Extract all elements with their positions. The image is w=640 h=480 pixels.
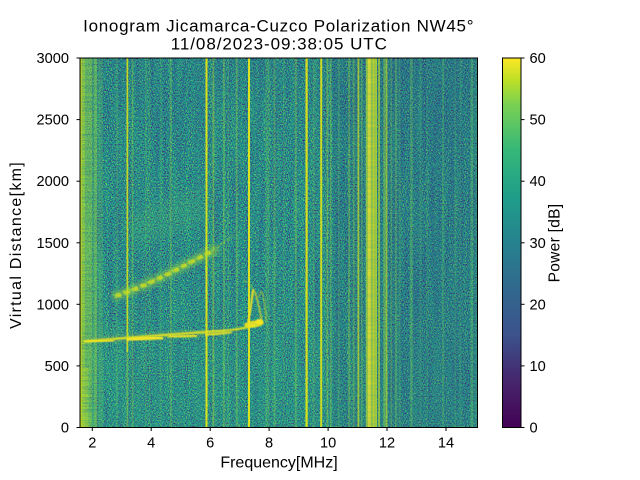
svg-text:40: 40 [530,174,546,190]
svg-text:Power [dB]: Power [dB] [547,204,564,283]
svg-text:0: 0 [61,421,69,437]
svg-text:10: 10 [530,359,546,375]
svg-text:50: 50 [530,113,546,129]
svg-text:30: 30 [530,236,546,252]
svg-text:20: 20 [530,297,546,313]
svg-text:2000: 2000 [37,174,69,190]
svg-text:1500: 1500 [37,236,69,252]
svg-text:10: 10 [320,436,336,452]
svg-text:Virtual Distance[km]: Virtual Distance[km] [8,161,25,329]
svg-text:2: 2 [88,436,96,452]
svg-text:12: 12 [379,436,395,452]
svg-text:1000: 1000 [37,297,69,313]
svg-text:3000: 3000 [37,51,69,67]
svg-text:11/08/2023-09:38:05 UTC: 11/08/2023-09:38:05 UTC [171,35,388,54]
svg-text:14: 14 [438,436,454,452]
svg-text:8: 8 [265,436,273,452]
svg-text:Frequency[MHz]: Frequency[MHz] [220,455,337,472]
svg-text:2500: 2500 [37,113,69,129]
svg-text:Ionogram Jicamarca-Cuzco Polar: Ionogram Jicamarca-Cuzco Polarization NW… [83,17,474,36]
svg-text:500: 500 [45,359,69,375]
svg-text:60: 60 [530,51,546,67]
svg-text:0: 0 [530,421,538,437]
svg-text:4: 4 [147,436,155,452]
svg-text:6: 6 [206,436,214,452]
